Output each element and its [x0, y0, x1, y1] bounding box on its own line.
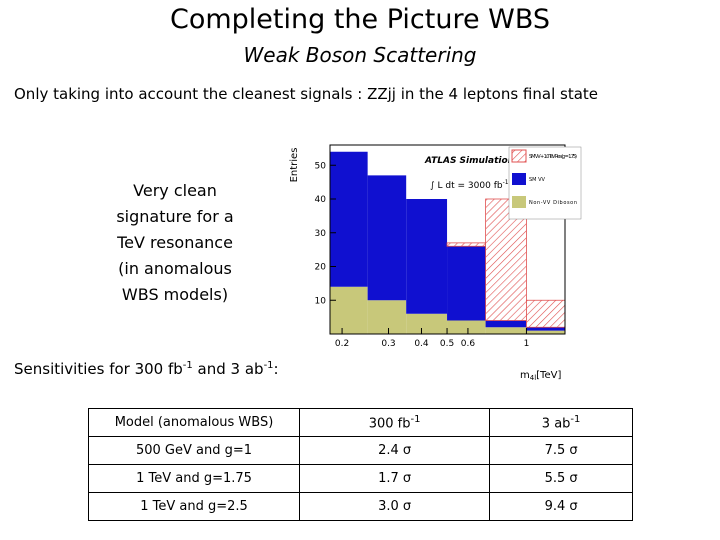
legend-swatch: [512, 173, 526, 185]
bar: [367, 175, 407, 301]
header-cell: 3 ab-1: [489, 408, 633, 437]
sensitivities: Sensitivities for 300 fb-1 and 3 ab-1:: [14, 360, 279, 378]
sup: -1: [182, 360, 193, 371]
cell: 9.4 σ: [489, 492, 633, 521]
text: :: [273, 360, 279, 378]
cell: 5.5 σ: [489, 464, 633, 493]
x-label-unit: [TeV]: [536, 370, 561, 381]
side-line: Very clean: [133, 181, 217, 200]
bar: [406, 313, 448, 334]
annotation-text: ∫ L dt = 3000 fb: [430, 181, 503, 191]
side-text: Very clean signature for a TeV resonance…: [95, 178, 255, 308]
x-label: m: [520, 370, 530, 381]
y-tick-label: 30: [315, 229, 327, 239]
sup: -1: [263, 360, 274, 371]
y-tick-label: 20: [315, 263, 327, 273]
y-tick-label: 40: [315, 195, 327, 205]
row: 1 TeV and g=2.5 3.0 σ 9.4 σ: [88, 492, 633, 521]
bar: [526, 299, 566, 328]
bar: [330, 286, 368, 334]
y-tick-label: 10: [315, 296, 327, 306]
sup: -1: [570, 413, 581, 425]
cell: 500 GeV and g=1: [88, 436, 300, 465]
legend-label: SM VV + 1.0 TeV Res (g = 1.75): [529, 154, 577, 160]
legend-label: SM VV: [529, 177, 545, 183]
x-tick-label: 0.3: [381, 339, 395, 349]
x-tick-label: 0.5: [440, 339, 454, 349]
bar: [367, 300, 407, 334]
table: Model (anomalous WBS) 300 fb-1 3 ab-1 50…: [88, 408, 633, 521]
bar: [447, 246, 486, 321]
bar: [406, 199, 448, 314]
header-cell: 300 fb-1: [298, 408, 491, 437]
annotation: ∫ L dt = 3000 fb-1: [430, 179, 509, 191]
bar: [526, 330, 565, 334]
side-line: (in anomalous: [118, 259, 232, 278]
x-tick-label: 0.4: [414, 339, 429, 349]
x-tick-label: 0.6: [461, 339, 476, 349]
annotation: ATLAS Simulation: [424, 156, 514, 166]
header-cell: Model (anomalous WBS): [88, 408, 300, 437]
sup: -1: [410, 413, 421, 425]
legend-swatch: [511, 149, 527, 163]
row: 1 TeV and g=1.75 1.7 σ 5.5 σ: [88, 464, 633, 493]
subtitle: Weak Boson Scattering: [243, 43, 477, 67]
intro: Only taking into account the cleanest si…: [14, 85, 599, 103]
cell: 7.5 σ: [489, 436, 633, 465]
cell: 2.4 σ: [298, 436, 491, 465]
row: 500 GeV and g=1 2.4 σ 7.5 σ: [88, 436, 633, 465]
legend-label: Non-VV Diboson: [529, 200, 577, 206]
bar: [485, 320, 527, 328]
cell: 1 TeV and g=1.75: [88, 464, 300, 493]
cell: 1.7 σ: [298, 464, 491, 493]
cell: 1 TeV and g=2.5: [88, 492, 300, 521]
bar: [330, 151, 368, 287]
bar: [485, 327, 527, 334]
text: 300 fb: [368, 416, 411, 432]
x-label-sub: 4l: [530, 374, 536, 382]
header-row: Model (anomalous WBS) 300 fb-1 3 ab-1: [88, 408, 633, 437]
text: and 3 ab: [192, 360, 264, 378]
bar: [447, 320, 486, 334]
text: Sensitivities for 300 fb: [14, 360, 183, 378]
annotation-sup: -1: [503, 179, 509, 186]
x-tick-label: 1: [524, 339, 530, 349]
y-axis-label: Entries: [289, 148, 300, 183]
bar: [446, 242, 486, 247]
side-line: WBS models): [121, 285, 229, 304]
x-axis-label: m4l[TeV]: [520, 370, 561, 382]
title: Completing the Picture WBS: [169, 4, 551, 35]
side-line: TeV resonance: [117, 233, 233, 252]
y-tick-label: 50: [315, 161, 327, 171]
text: 3 ab: [541, 416, 571, 432]
x-tick-label: 0.2: [335, 339, 349, 349]
side-line: signature for a: [116, 207, 234, 226]
bar: [526, 327, 565, 331]
legend-swatch: [512, 196, 526, 208]
cell: 3.0 σ: [298, 492, 491, 521]
